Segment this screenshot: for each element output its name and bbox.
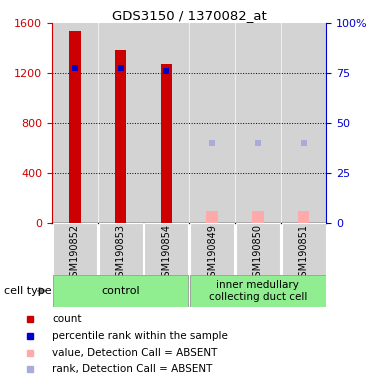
Bar	[115, 50, 126, 223]
Bar	[190, 223, 234, 275]
Bar	[252, 211, 263, 223]
Bar	[144, 23, 188, 223]
Text: rank, Detection Call = ABSENT: rank, Detection Call = ABSENT	[52, 364, 212, 374]
Title: GDS3150 / 1370082_at: GDS3150 / 1370082_at	[112, 9, 267, 22]
Text: cell type: cell type	[4, 286, 51, 296]
Bar	[236, 223, 280, 275]
Text: GSM190853: GSM190853	[116, 224, 125, 283]
Text: value, Detection Call = ABSENT: value, Detection Call = ABSENT	[52, 348, 217, 358]
Bar	[206, 212, 218, 223]
Bar	[161, 64, 172, 223]
Bar	[190, 23, 234, 223]
Bar	[99, 223, 142, 275]
Bar	[53, 223, 97, 275]
Text: GSM190851: GSM190851	[299, 224, 309, 283]
Text: control: control	[101, 286, 140, 296]
Bar	[282, 223, 326, 275]
Bar	[190, 275, 326, 307]
Bar	[282, 23, 326, 223]
Text: inner medullary
collecting duct cell: inner medullary collecting duct cell	[209, 280, 307, 302]
Text: percentile rank within the sample: percentile rank within the sample	[52, 331, 228, 341]
Bar	[53, 275, 188, 307]
Text: GSM190854: GSM190854	[161, 224, 171, 283]
Bar	[99, 23, 142, 223]
Text: count: count	[52, 314, 82, 324]
Bar	[53, 23, 97, 223]
Bar	[298, 212, 309, 223]
Text: GSM190852: GSM190852	[70, 224, 80, 283]
Bar	[236, 23, 280, 223]
Bar	[144, 223, 188, 275]
Bar	[69, 31, 81, 223]
Text: GSM190850: GSM190850	[253, 224, 263, 283]
Text: GSM190849: GSM190849	[207, 224, 217, 283]
